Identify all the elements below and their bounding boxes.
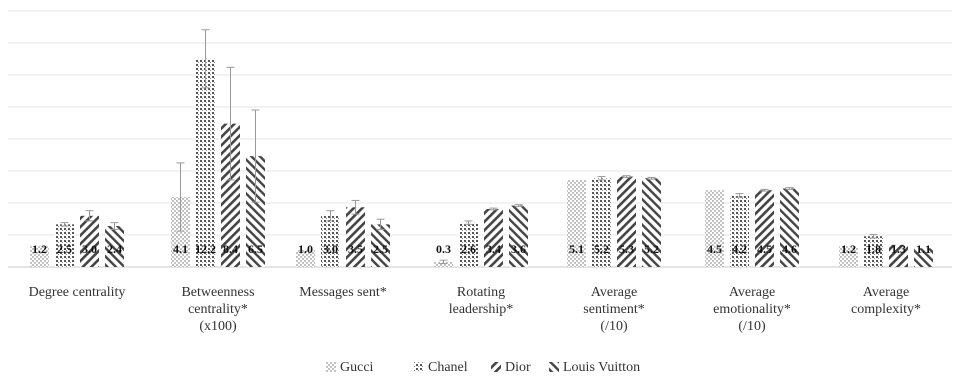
bar-chanel xyxy=(730,195,749,267)
data-label: 2.5 xyxy=(373,242,388,256)
data-label: 3.0 xyxy=(323,242,338,256)
data-label: 12.2 xyxy=(195,242,216,256)
bar-dior xyxy=(755,190,774,267)
bar-gucci xyxy=(705,190,724,267)
data-label: 1.8 xyxy=(866,242,881,256)
category-label: leadership* xyxy=(449,302,514,317)
bar-gucci xyxy=(171,197,190,267)
data-label: 3.0 xyxy=(82,242,97,256)
data-label: 1.0 xyxy=(298,242,313,256)
data-label: 4.6 xyxy=(782,242,797,256)
data-label: 8.4 xyxy=(223,242,238,256)
bar-chanel xyxy=(321,215,340,267)
data-label: 4.2 xyxy=(732,242,747,256)
data-label: 5.3 xyxy=(619,242,634,256)
data-label: 1.1 xyxy=(916,242,931,256)
bar-dior xyxy=(346,207,365,267)
bar-dior xyxy=(221,123,240,267)
data-label: 3.5 xyxy=(348,242,363,256)
data-label: 5.2 xyxy=(644,242,659,256)
category-label: complexity* xyxy=(851,302,921,317)
category-label: emotionality* xyxy=(713,302,791,317)
category-label: Average xyxy=(729,285,775,300)
data-label: 5.2 xyxy=(594,242,609,256)
category-label: (/10) xyxy=(738,319,766,334)
bar-gucci xyxy=(839,246,858,267)
legend-label: Louis Vuitton xyxy=(563,360,640,375)
bar-louis-vuitton xyxy=(105,226,124,267)
bar-louis-vuitton xyxy=(914,248,933,267)
category-label: Messages sent* xyxy=(299,285,387,300)
data-label: 2.5 xyxy=(57,242,72,256)
gridlines xyxy=(8,10,952,268)
category-label: (x100) xyxy=(199,319,237,334)
data-label: 4.5 xyxy=(757,242,772,256)
data-label: 1.3 xyxy=(891,242,906,256)
category-label: Betweenness xyxy=(181,285,254,300)
data-label: 1.2 xyxy=(841,242,856,256)
category-label: sentiment* xyxy=(583,302,644,317)
category-label: (/10) xyxy=(600,319,628,334)
bar-dior xyxy=(889,244,908,267)
legend: Gucci Chanel Dior Louis Vuitton xyxy=(326,360,640,375)
data-labels: 1.2 4.1 1.0 0.3 5.1 4.5 1.2 2.5 12.2 3.0 2.6 5.2 4.2… xyxy=(32,242,931,256)
data-label: 2.4 xyxy=(107,242,122,256)
data-label: 0.3 xyxy=(436,242,451,256)
bar-chanel xyxy=(592,178,611,267)
data-label: 4.5 xyxy=(707,242,722,256)
bar-dior xyxy=(617,176,636,267)
category-axis-labels: Degree centrality Betweenness centrality* (… xyxy=(29,285,921,334)
data-label: 3.4 xyxy=(486,242,501,256)
data-label: 5.1 xyxy=(569,242,584,256)
legend-swatch xyxy=(549,362,559,372)
bars xyxy=(30,58,933,267)
bar-louis-vuitton xyxy=(642,178,661,267)
bar-chanel xyxy=(55,224,74,267)
legend-swatch xyxy=(414,362,424,372)
bar-chanel xyxy=(459,222,478,267)
error-bars xyxy=(60,29,878,265)
category-label: Degree centrality xyxy=(29,285,126,300)
category-label: centrality* xyxy=(188,302,248,317)
legend-swatch xyxy=(491,362,501,372)
bar-chanel xyxy=(864,236,883,267)
category-label: Average xyxy=(863,285,909,300)
legend-label: Chanel xyxy=(428,360,468,375)
data-label: 2.6 xyxy=(461,242,476,256)
data-label: 4.1 xyxy=(173,242,188,256)
bar-louis-vuitton xyxy=(371,224,390,267)
legend-swatch xyxy=(326,362,336,372)
bar-gucci xyxy=(434,261,453,267)
bar-louis-vuitton xyxy=(509,205,528,267)
bar-dior xyxy=(484,208,503,267)
bar-gucci xyxy=(567,179,586,267)
legend-label: Dior xyxy=(505,360,531,375)
bar-chanel xyxy=(196,58,215,267)
bar-gucci xyxy=(296,249,315,267)
data-label: 6.5 xyxy=(248,242,263,256)
category-label: Rotating xyxy=(457,285,505,300)
bar-louis-vuitton xyxy=(246,156,265,267)
data-label: 1.2 xyxy=(32,242,47,256)
bar-louis-vuitton xyxy=(780,188,799,267)
bar-dior xyxy=(80,215,99,267)
data-label: 3.6 xyxy=(511,242,526,256)
bar-gucci xyxy=(30,246,49,267)
legend-label: Gucci xyxy=(340,360,374,375)
category-label: Average xyxy=(591,285,637,300)
